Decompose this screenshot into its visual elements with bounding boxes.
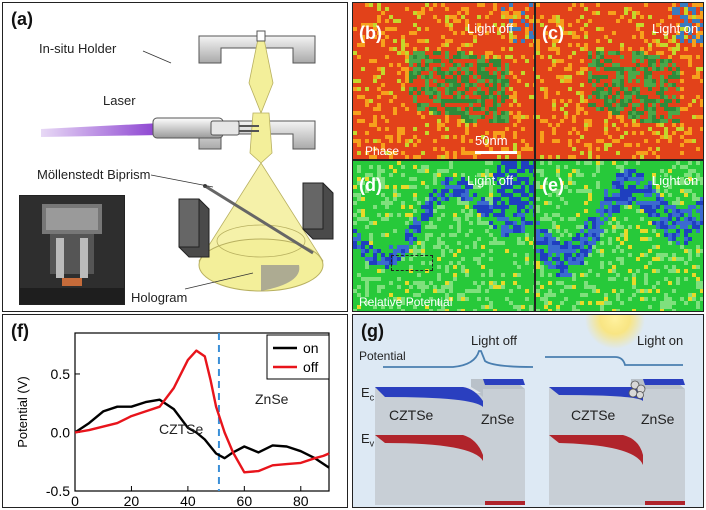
label-ec: Ec [361, 385, 375, 403]
potential-map-light-on [536, 161, 703, 311]
state-label-c: Light on [652, 21, 699, 36]
label-light-on: Light on [637, 333, 684, 348]
panel-label-f: (f) [11, 321, 29, 341]
potential-map-light-off [353, 161, 534, 311]
panel-label-g: (g) [361, 321, 384, 341]
legend-label-on: on [303, 340, 319, 356]
potential-curve-off [383, 350, 534, 368]
label-ev: Ev [361, 431, 375, 449]
caption-relative-potential: Relative Potential [359, 295, 453, 309]
panel-e: (e) Light on [535, 160, 704, 312]
y-axis-label: Potential (V) [15, 376, 30, 448]
label-znse-on: ZnSe [641, 411, 675, 427]
sun-icon [585, 315, 645, 349]
label-hologram: Hologram [131, 290, 188, 305]
panel-label-b: (b) [359, 23, 382, 43]
legend-box [266, 334, 330, 380]
x-tick-label: 0 [71, 493, 79, 508]
panel-d: (d) Light off Relative Potential [352, 160, 535, 312]
legend-label-off: off [303, 359, 318, 375]
device-light-on [549, 379, 685, 505]
plot-frame [74, 332, 330, 492]
tem-holography-schematic [41, 30, 334, 292]
lens-ring-upper [198, 35, 316, 64]
panel-c: (c) Light on [535, 2, 704, 160]
panel-label-c: (c) [542, 23, 564, 43]
y-tick-label: 0.0 [51, 424, 71, 440]
series-line-off [74, 349, 330, 474]
valence-band-on [549, 435, 643, 465]
label-znse-off: ZnSe [481, 411, 515, 427]
state-label-b: Light off [467, 21, 514, 36]
x-tick-label: 40 [180, 493, 196, 508]
material-label-znse: ZnSe [255, 391, 289, 407]
x-tick-label: 60 [237, 493, 253, 508]
panel-g: (g) Potential Light off Light on Ec Ev C… [352, 314, 704, 508]
material-label-czt: CZTSe [159, 421, 204, 437]
x-tick-label: 80 [293, 493, 309, 508]
state-label-d: Light off [467, 173, 514, 188]
electron-source [256, 30, 266, 42]
x-tick-label: 20 [124, 493, 140, 508]
scalebar [475, 151, 517, 154]
series-line-on [74, 398, 330, 469]
y-tick-label: -0.5 [46, 483, 70, 499]
label-light-off: Light off [471, 333, 518, 348]
conduction-band-off [375, 387, 483, 407]
y-tick-label: 0.5 [51, 366, 71, 382]
electron-beam-middle [249, 112, 273, 164]
label-laser: Laser [103, 93, 136, 108]
phase-map-light-off [353, 3, 534, 159]
panel-b: (b) Light off Phase 50nm [352, 2, 535, 160]
scalebar-label: 50nm [475, 133, 508, 148]
electron-cluster-icon [628, 380, 646, 399]
state-label-e: Light on [652, 173, 699, 188]
panel-label-a: (a) [11, 9, 33, 29]
line-profile-box [391, 255, 433, 271]
band-diagram [375, 315, 685, 505]
label-czt-on: CZTSe [571, 407, 616, 423]
label-in-situ-holder: In-situ Holder [39, 41, 117, 56]
label-potential: Potential [359, 349, 406, 363]
label-czt-off: CZTSe [389, 407, 434, 423]
valence-band-off [375, 435, 483, 461]
phase-map-light-on [536, 3, 703, 159]
device-light-off [375, 379, 525, 505]
laser-beam [41, 123, 161, 137]
caption-phase: Phase [365, 144, 400, 158]
potential-curve-on [545, 356, 683, 366]
panel-a: (a) In-situ Holder Laser Möllenstedt Bip… [2, 2, 348, 312]
panel-label-e: (e) [542, 175, 564, 195]
label-biprism: Möllenstedt Biprism [37, 167, 151, 182]
electron-beam-upper [248, 38, 274, 115]
panel-label-d: (d) [359, 175, 382, 195]
holder-photo-inset [19, 195, 125, 305]
biprism-wire [204, 184, 314, 255]
conduction-band-on [549, 387, 643, 401]
